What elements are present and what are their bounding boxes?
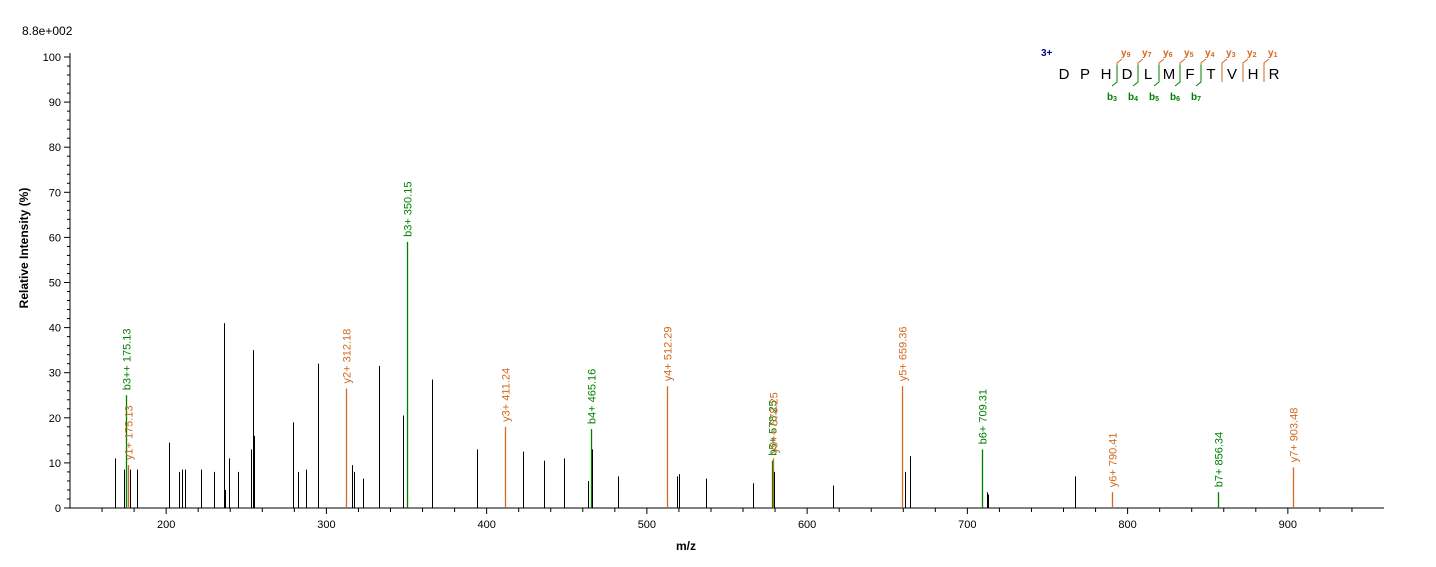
y-ion-label: y5 — [1184, 48, 1194, 59]
y-ion-label: y7 — [1142, 48, 1152, 59]
peak-label: y4+ 512.29 — [663, 326, 675, 381]
y-tick-label: 20 — [49, 413, 61, 425]
intensity-scale-label: 8.8e+002 — [22, 24, 73, 38]
y-ion-subscript: 4 — [1211, 52, 1215, 59]
peaks — [115, 241, 1295, 508]
peak-label: y2+ 312.18 — [342, 329, 354, 384]
y-ion-label: y4 — [1205, 48, 1215, 59]
peak-label: b4+ 465.16 — [587, 369, 599, 424]
y-tick-label: 50 — [49, 278, 61, 290]
y-ion-label: y1 — [1268, 48, 1278, 59]
y-ion-bracket — [1242, 58, 1249, 82]
b-ion-subscript: 5 — [1155, 96, 1159, 103]
y-ion-subscript: 9 — [1127, 52, 1131, 59]
y-ion-label: y3 — [1226, 48, 1236, 59]
peak-label: y1+ 175.13 — [124, 405, 136, 460]
y-ion-bracket — [1137, 58, 1144, 82]
peak-label: y9++ 578.25 — [769, 392, 781, 453]
y-tick-label: 90 — [49, 97, 61, 109]
sequence-residue: R — [1269, 66, 1280, 83]
x-tick-label: 600 — [798, 519, 816, 531]
peak-label: y5+ 659.36 — [898, 326, 910, 381]
y-ion-subscript: 6 — [1169, 52, 1173, 59]
x-axis-label: m/z — [676, 539, 696, 553]
y-ion-label: y6 — [1163, 48, 1173, 59]
x-tick-label: 900 — [1279, 519, 1297, 531]
charge-state-label: 3+ — [1041, 48, 1053, 59]
sequence-residue: T — [1206, 66, 1215, 83]
peak-label: b7+ 856.34 — [1214, 432, 1226, 487]
y-tick-label: 60 — [49, 232, 61, 244]
peak-label: y3+ 411.24 — [501, 368, 513, 422]
y-tick-label: 80 — [49, 142, 61, 154]
b-ion-label: b5 — [1149, 92, 1159, 103]
sequence-residue: V — [1227, 66, 1237, 83]
sequence-residue: D — [1122, 66, 1133, 83]
y-ion-subscript: 2 — [1253, 52, 1257, 59]
y-ion-subscript: 5 — [1190, 52, 1194, 59]
peak-label: b6+ 709.31 — [978, 389, 990, 444]
y-ion-subscript: 3 — [1232, 52, 1236, 59]
y-tick-label: 10 — [49, 458, 61, 470]
b-ion-subscript: 4 — [1134, 96, 1138, 103]
peak-label: y7+ 903.48 — [1289, 408, 1301, 463]
sequence-residue: H — [1248, 66, 1259, 83]
peak-label: b3+ 350.15 — [403, 182, 415, 237]
b-ion-label: b4 — [1128, 92, 1138, 103]
axes: 0 10 20 30 40 50 60 70 80 90 100 200 300 400 500 600 700… — [43, 52, 1384, 531]
x-tick-label: 300 — [317, 519, 335, 531]
y-tick-label: 70 — [49, 187, 61, 199]
b-ion-bracket — [1132, 65, 1139, 87]
peak-label: b5+ 578.25 — [768, 400, 780, 455]
b-ion-bracket — [1153, 65, 1160, 87]
b-ion-label: b7 — [1191, 92, 1201, 103]
y-ion-subscript: 1 — [1274, 52, 1278, 59]
sequence-residue: D — [1059, 66, 1070, 83]
b-ion-bracket — [1195, 65, 1202, 87]
sequence-residue: M — [1163, 66, 1176, 83]
y-tick-label: 40 — [49, 323, 61, 335]
sequence-residue: P — [1080, 66, 1090, 83]
x-tick-label: 500 — [638, 519, 656, 531]
y-tick-label: 0 — [55, 503, 61, 515]
x-tick-label: 200 — [157, 519, 175, 531]
y-ion-bracket — [1179, 58, 1186, 82]
sequence-residue: H — [1101, 66, 1112, 83]
y-ion-label: y2 — [1247, 48, 1257, 59]
sequence-residue: F — [1185, 66, 1194, 83]
b-ion-label: b3 — [1107, 92, 1117, 103]
y-ion-subscript: 7 — [1148, 52, 1152, 59]
y-ion-bracket — [1221, 58, 1228, 82]
peak-labels: b3++ 175.13 y1+ 175.13 y2+ 312.18 b3+ 350.1… — [122, 182, 1301, 488]
peak-label: b3++ 175.13 — [122, 328, 134, 390]
peak-label: y6+ 790.41 — [1108, 432, 1120, 487]
y-ion-label: y9 — [1121, 48, 1131, 59]
sequence-residue: L — [1144, 66, 1152, 83]
b-ion-subscript: 7 — [1197, 96, 1201, 103]
y-tick-label: 100 — [43, 52, 61, 64]
y-ion-bracket — [1263, 58, 1270, 82]
y-ion-bracket — [1200, 58, 1207, 82]
y-tick-label: 30 — [49, 368, 61, 380]
y-axis-label: Relative Intensity (%) — [17, 188, 31, 309]
b-ion-bracket — [1174, 65, 1181, 87]
x-tick-label: 800 — [1118, 519, 1136, 531]
b-ion-label: b6 — [1170, 92, 1180, 103]
b-ion-bracket — [1111, 65, 1118, 87]
b-ion-subscript: 3 — [1113, 96, 1117, 103]
x-tick-label: 700 — [958, 519, 976, 531]
x-tick-label: 400 — [477, 519, 495, 531]
b-ion-subscript: 6 — [1176, 96, 1180, 103]
